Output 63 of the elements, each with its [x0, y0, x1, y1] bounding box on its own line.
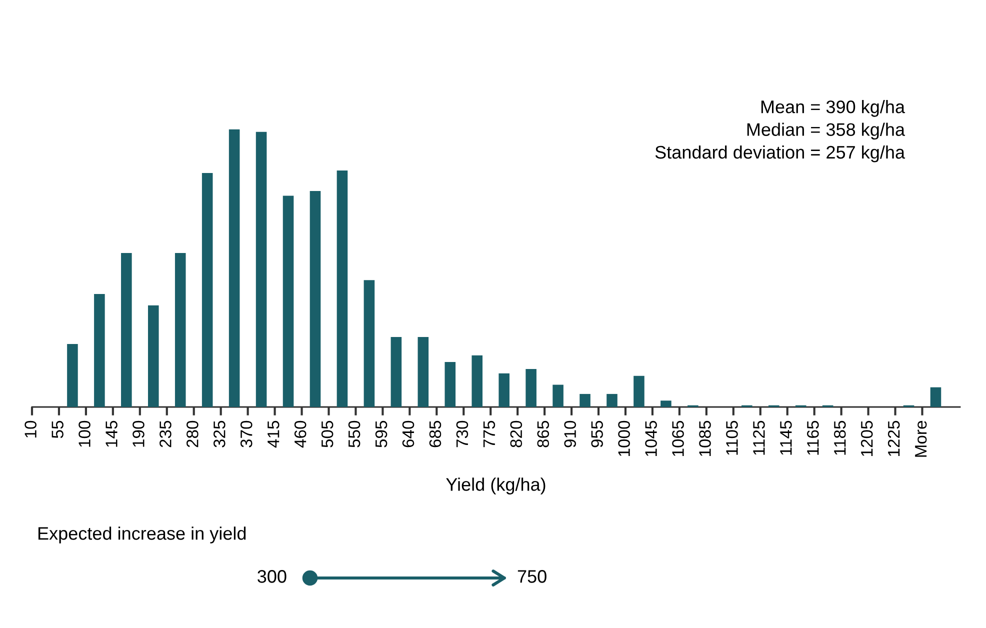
annotation: Mean = 390 kg/ha Median = 358 kg/ha Standard deviation = 257 kg/ha	[655, 100, 906, 162]
bar	[174, 252, 186, 407]
x-tick-label: 820	[510, 420, 522, 448]
x-tick-label: 145	[106, 420, 118, 447]
x-tick-label: 415	[268, 420, 280, 448]
bar	[472, 355, 483, 407]
bar	[256, 132, 267, 407]
bar	[121, 252, 132, 407]
x-tick-label: 1185	[834, 420, 846, 455]
x-tick-label: 1205	[860, 420, 873, 456]
x-tick-label: More	[915, 420, 927, 457]
x-tick-label: 775	[483, 420, 496, 448]
x-tick-label: 1165	[806, 420, 819, 455]
bar	[282, 196, 294, 407]
x-tick-label: 1125	[753, 420, 765, 455]
x-tick-label: 505	[321, 420, 334, 448]
x-tick-label: 595	[375, 420, 388, 448]
bar	[310, 191, 321, 407]
x-tick-label: 235	[160, 420, 172, 448]
x-tick-label: 955	[591, 420, 603, 448]
x-tick-label: 685	[429, 420, 442, 448]
bar	[580, 394, 590, 407]
x-tick-label: 325	[214, 420, 226, 448]
x-tick-label: 730	[456, 420, 468, 448]
bar	[364, 280, 375, 407]
x-tick-label: 280	[186, 420, 198, 448]
x-tick-label: 910	[564, 420, 576, 448]
x-tick-label: 370	[240, 420, 252, 448]
bar	[67, 344, 78, 407]
bar	[148, 305, 159, 407]
x-tick-label: 1000	[618, 420, 630, 456]
x-tick-label: 1045	[645, 420, 657, 456]
x-tick-label: 100	[78, 420, 90, 447]
bar	[94, 294, 105, 407]
text: 300	[258, 570, 286, 583]
bar	[228, 129, 240, 407]
bar	[930, 387, 942, 407]
x-tick-label: 1105	[726, 420, 738, 455]
x-tick-label: 1145	[780, 420, 792, 455]
bar	[634, 376, 644, 407]
x-tick-label: 865	[537, 420, 550, 448]
bar	[336, 170, 348, 407]
bar	[606, 394, 618, 407]
x-axis-title: Yield (kg/ha)	[446, 478, 546, 494]
bar	[390, 337, 402, 407]
x-tick-label: 460	[294, 420, 306, 448]
bar	[526, 368, 536, 407]
bar	[498, 373, 510, 407]
bar	[552, 384, 564, 407]
x-tick-label: 10	[24, 420, 36, 438]
bar	[444, 362, 456, 407]
x-tick-label: 55	[52, 420, 64, 438]
bar	[202, 173, 213, 407]
x-tick-label: 550	[348, 420, 360, 448]
text: 750	[518, 570, 546, 583]
x-tick-label: 1085	[699, 420, 711, 456]
bar	[418, 337, 429, 407]
x-tick-label: 1225	[888, 420, 900, 456]
x-tick-label: 1065	[672, 420, 684, 456]
text: Expected increase in yield	[38, 526, 246, 544]
bar	[660, 400, 672, 407]
x-tick-label: 190	[132, 420, 144, 447]
x-tick-label: 640	[402, 420, 414, 448]
